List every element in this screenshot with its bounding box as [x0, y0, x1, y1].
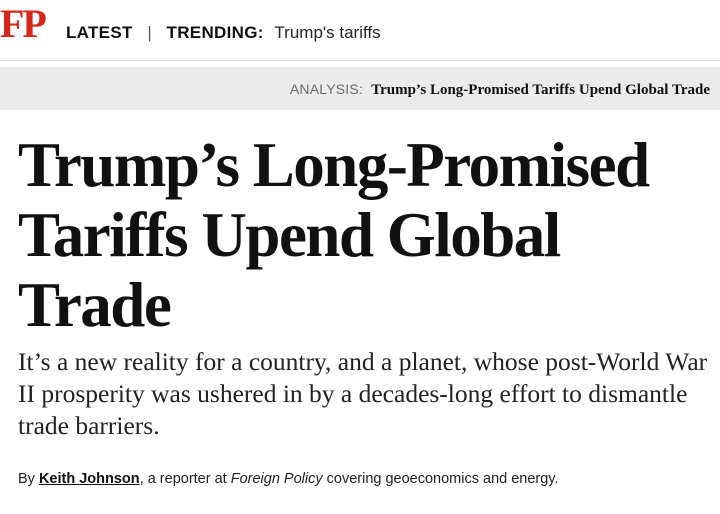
author-link[interactable]: Keith Johnson — [38, 471, 140, 487]
header-nav: LATEST | TRENDING: Trump's tariffs — [66, 22, 381, 44]
analysis-label: ANALYSIS: — [289, 81, 364, 97]
byline-beat: covering geoeconomics and energy. — [326, 471, 559, 487]
nav-separator: | — [147, 23, 152, 42]
analysis-article-title[interactable]: Trump’s Long-Promised Tariffs Upend Glob… — [371, 82, 710, 98]
nav-latest-link[interactable]: LATEST — [66, 23, 133, 42]
byline-text: , a reporter at — [139, 471, 227, 487]
byline-prefix: By — [18, 471, 35, 487]
trending-label: TRENDING: — [166, 23, 264, 42]
site-header: FP LATEST | TRENDING: Trump's tariffs — [0, 0, 720, 61]
analysis-bar-content: ANALYSIS: Trump’s Long-Promised Tariffs … — [290, 78, 710, 101]
article-dek: It’s a new reality for a country, and a … — [18, 347, 708, 440]
trending-topic-link[interactable]: Trump's tariffs — [274, 23, 381, 42]
publication-name: Foreign Policy — [230, 471, 323, 487]
fp-logo[interactable]: FP — [0, 1, 47, 46]
analysis-bar: ANALYSIS: Trump’s Long-Promised Tariffs … — [0, 67, 720, 110]
article-headline: Trump’s Long-Promised Tariffs Upend Glob… — [18, 130, 650, 340]
article-byline: By Keith Johnson, a reporter at Foreign … — [18, 469, 559, 489]
